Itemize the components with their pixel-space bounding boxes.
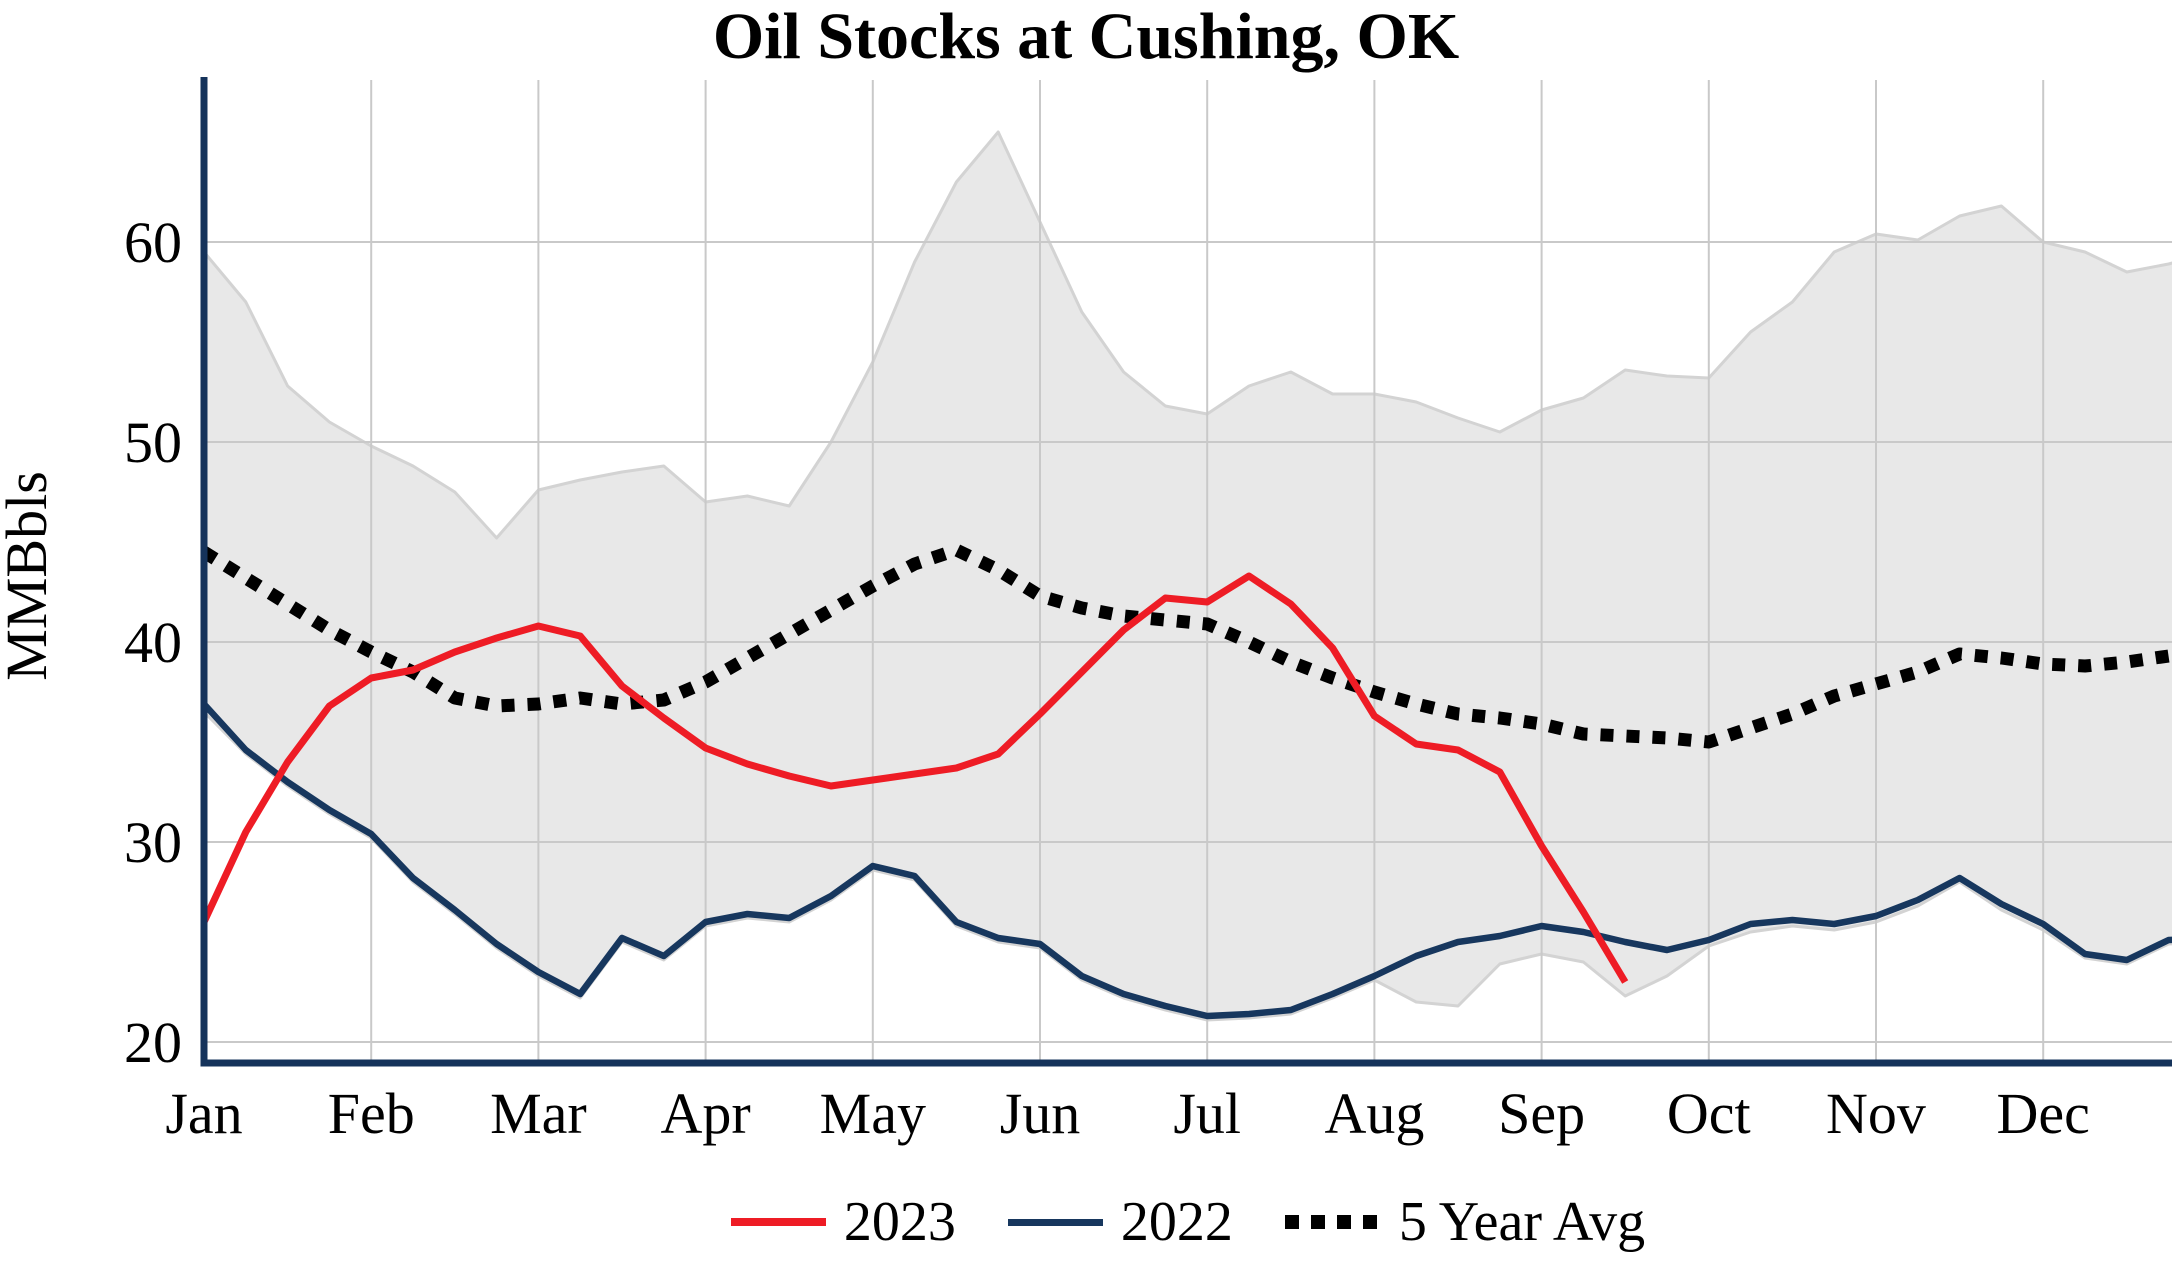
y-tick-label: 50	[124, 410, 182, 475]
x-tick-label: Jun	[1000, 1081, 1081, 1146]
y-axis-title: MMBbls	[0, 471, 59, 681]
legend-item-2022: 2022	[1007, 1190, 1233, 1254]
x-tick-label: Sep	[1498, 1081, 1585, 1146]
x-tick-label: Feb	[328, 1081, 415, 1146]
series-line-5-year-avg	[200, 543, 2172, 749]
legend-line-2022	[1007, 1218, 1103, 1226]
legend-item-5-year-avg: 5 Year Avg	[1284, 1190, 1646, 1254]
chart-title: Oil Stocks at Cushing, OK	[712, 0, 1460, 73]
legend-line-2023	[730, 1218, 826, 1226]
x-tick-label: Dec	[1997, 1081, 2090, 1146]
legend-item-2023: 2023	[730, 1190, 956, 1254]
x-tick-label: Apr	[660, 1081, 750, 1146]
x-tick-label: Nov	[1826, 1081, 1926, 1146]
y-tick-label: 20	[124, 1010, 182, 1075]
series-line-2022	[201, 701, 2172, 1020]
chart-legend: 2023 2022 5 Year Avg	[204, 1182, 2172, 1262]
legend-label-2022: 2022	[1120, 1191, 1233, 1253]
legend-line-5-year-avg	[1284, 1215, 1381, 1229]
x-tick-label: Aug	[1324, 1081, 1424, 1146]
legend-label-5-year-avg: 5 Year Avg	[1398, 1191, 1646, 1253]
legend-label-2023: 2023	[843, 1191, 956, 1253]
x-tick-label: Oct	[1667, 1081, 1751, 1146]
series-line-2023	[200, 572, 1629, 984]
y-tick-label: 40	[124, 610, 182, 675]
x-tick-label: Mar	[490, 1081, 587, 1146]
x-tick-label: May	[820, 1081, 926, 1146]
y-tick-label: 30	[124, 810, 182, 875]
x-tick-label: Jan	[165, 1081, 242, 1146]
y-tick-label: 60	[124, 210, 182, 275]
x-tick-label: Jul	[1173, 1081, 1241, 1146]
